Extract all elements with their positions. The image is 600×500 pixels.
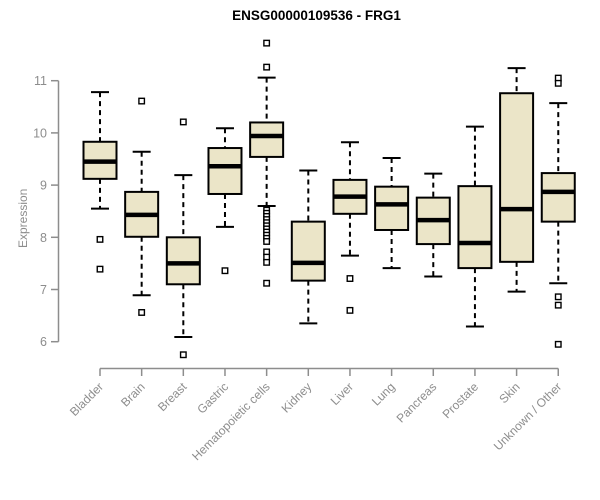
x-tick-label-bladder: Bladder [67, 380, 106, 419]
outlier-point [263, 238, 271, 245]
outlier-point [138, 309, 146, 316]
boxplot-unknown-other [540, 74, 576, 348]
outlier-point [221, 267, 229, 275]
outlier-point [96, 265, 104, 273]
x-tick-label-lung: Lung [369, 380, 398, 409]
iqr-box [540, 172, 576, 223]
y-tick-label: 10 [33, 126, 47, 140]
x-tick-label-prostate: Prostate [440, 380, 482, 422]
y-axis: 6 7 8 9 10 11 [33, 74, 60, 349]
iqr-box [457, 185, 493, 270]
x-tick-label-liver: Liver [328, 380, 356, 408]
boxplot-lung [374, 156, 410, 270]
boxplot-liver [332, 141, 368, 314]
outlier-point [554, 293, 562, 301]
outlier-point [179, 118, 187, 126]
iqr-box [290, 220, 326, 282]
x-tick-label-skin: Skin [496, 380, 522, 406]
boxplot-prostate [457, 125, 493, 328]
iqr-box [374, 185, 410, 231]
outlier-point [554, 301, 562, 309]
outlier-point [263, 63, 271, 71]
boxplot-skin [499, 67, 535, 293]
outlier-point [554, 79, 562, 87]
y-tick-label: 9 [40, 179, 47, 193]
boxplot-pancreas [415, 172, 451, 278]
outlier-point [263, 258, 271, 266]
boxplot-series [82, 39, 576, 359]
iqr-box [499, 92, 535, 263]
y-tick-label: 8 [40, 231, 47, 245]
x-tick-label-gastric: Gastric [194, 380, 231, 417]
chart-title: ENSG00000109536 - FRG1 [232, 8, 401, 23]
outlier-point [554, 340, 562, 348]
outlier-point [346, 275, 354, 282]
boxplot-kidney [290, 169, 326, 325]
iqr-box [207, 147, 243, 195]
y-tick-label: 11 [34, 74, 47, 88]
boxplot-gastric [207, 127, 243, 275]
boxplot-brain [124, 97, 160, 316]
x-tick-label-hematopoietic-cells: Hematopoietic cells [189, 380, 272, 463]
outlier-point [96, 235, 104, 243]
outlier-point [138, 97, 146, 105]
outlier-point [179, 351, 187, 359]
x-tick-label-pancreas: Pancreas [394, 380, 440, 426]
iqr-box [249, 121, 285, 158]
outlier-point [263, 39, 271, 47]
x-tick-label-kidney: Kidney [279, 380, 315, 416]
outlier-point [263, 279, 271, 287]
boxplot-bladder [82, 91, 118, 273]
x-tick-label-brain: Brain [118, 380, 148, 410]
outlier-point [346, 306, 354, 314]
y-tick-label: 7 [40, 283, 47, 297]
boxplot-breast [165, 118, 201, 359]
x-tick-label-breast: Breast [155, 379, 190, 414]
boxplot-hematopoietic-cells [249, 39, 285, 287]
iqr-box [165, 236, 201, 286]
y-tick-label: 6 [40, 335, 47, 349]
